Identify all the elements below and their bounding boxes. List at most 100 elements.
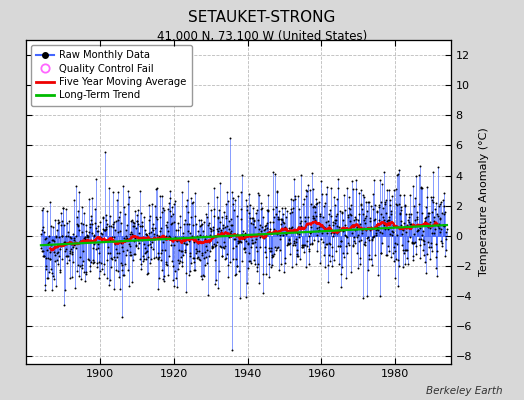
Point bbox=[423, 213, 432, 220]
Point bbox=[279, 232, 288, 238]
Point bbox=[307, 201, 315, 207]
Point bbox=[129, 250, 138, 257]
Point bbox=[380, 226, 389, 233]
Point bbox=[358, 206, 367, 212]
Point bbox=[411, 239, 419, 246]
Point bbox=[437, 199, 445, 205]
Point bbox=[115, 250, 124, 256]
Point bbox=[387, 211, 395, 217]
Point bbox=[195, 248, 203, 254]
Point bbox=[362, 226, 370, 233]
Point bbox=[368, 262, 376, 268]
Point bbox=[168, 211, 177, 217]
Point bbox=[63, 233, 72, 240]
Point bbox=[348, 186, 357, 192]
Point bbox=[333, 223, 341, 229]
Point bbox=[95, 259, 103, 265]
Point bbox=[420, 241, 429, 247]
Point bbox=[112, 218, 120, 224]
Point bbox=[401, 247, 409, 254]
Point bbox=[94, 241, 103, 247]
Point bbox=[365, 256, 373, 262]
Point bbox=[241, 248, 249, 255]
Point bbox=[69, 196, 78, 203]
Point bbox=[97, 238, 106, 244]
Point bbox=[353, 250, 362, 256]
Point bbox=[40, 253, 49, 259]
Point bbox=[342, 243, 351, 249]
Point bbox=[103, 221, 111, 228]
Point bbox=[227, 347, 236, 354]
Point bbox=[159, 276, 167, 282]
Point bbox=[255, 192, 263, 198]
Point bbox=[45, 239, 53, 246]
Point bbox=[396, 192, 404, 198]
Point bbox=[301, 242, 309, 248]
Point bbox=[237, 238, 246, 245]
Point bbox=[410, 240, 418, 247]
Point bbox=[67, 246, 75, 252]
Point bbox=[364, 234, 373, 241]
Point bbox=[402, 211, 410, 218]
Point bbox=[130, 223, 138, 230]
Point bbox=[113, 197, 122, 204]
Point bbox=[297, 222, 305, 229]
Point bbox=[87, 259, 95, 265]
Point bbox=[275, 267, 283, 273]
Point bbox=[132, 242, 140, 249]
Point bbox=[254, 217, 262, 224]
Point bbox=[418, 232, 427, 238]
Point bbox=[123, 235, 132, 242]
Point bbox=[117, 260, 125, 266]
Point bbox=[288, 223, 296, 230]
Point bbox=[67, 234, 75, 241]
Point bbox=[416, 255, 424, 262]
Point bbox=[246, 215, 254, 221]
Point bbox=[428, 248, 436, 254]
Point bbox=[266, 248, 274, 254]
Point bbox=[198, 221, 206, 227]
Point bbox=[89, 257, 97, 264]
Point bbox=[395, 167, 403, 174]
Point bbox=[210, 205, 219, 212]
Point bbox=[384, 242, 392, 249]
Point bbox=[387, 253, 395, 260]
Point bbox=[349, 222, 357, 228]
Point bbox=[384, 226, 392, 233]
Point bbox=[343, 212, 352, 218]
Point bbox=[47, 242, 55, 248]
Point bbox=[263, 207, 271, 213]
Point bbox=[216, 218, 224, 225]
Point bbox=[276, 232, 285, 238]
Point bbox=[242, 197, 250, 203]
Point bbox=[303, 221, 312, 227]
Point bbox=[44, 275, 52, 281]
Point bbox=[226, 230, 235, 236]
Point bbox=[217, 253, 226, 259]
Point bbox=[264, 208, 272, 214]
Point bbox=[90, 232, 99, 238]
Point bbox=[72, 245, 80, 251]
Point bbox=[143, 270, 151, 277]
Point bbox=[220, 209, 228, 215]
Point bbox=[389, 224, 397, 230]
Point bbox=[151, 225, 159, 231]
Point bbox=[203, 260, 212, 266]
Point bbox=[420, 222, 429, 228]
Point bbox=[195, 216, 203, 223]
Point bbox=[99, 231, 107, 237]
Point bbox=[253, 248, 261, 254]
Point bbox=[233, 262, 242, 269]
Point bbox=[369, 234, 377, 240]
Point bbox=[264, 192, 272, 198]
Point bbox=[419, 247, 428, 253]
Point bbox=[247, 260, 256, 266]
Point bbox=[145, 240, 154, 247]
Point bbox=[73, 223, 82, 229]
Point bbox=[287, 225, 295, 232]
Point bbox=[130, 235, 139, 241]
Point bbox=[113, 249, 121, 256]
Point bbox=[225, 234, 233, 240]
Point bbox=[340, 192, 348, 198]
Point bbox=[315, 260, 324, 266]
